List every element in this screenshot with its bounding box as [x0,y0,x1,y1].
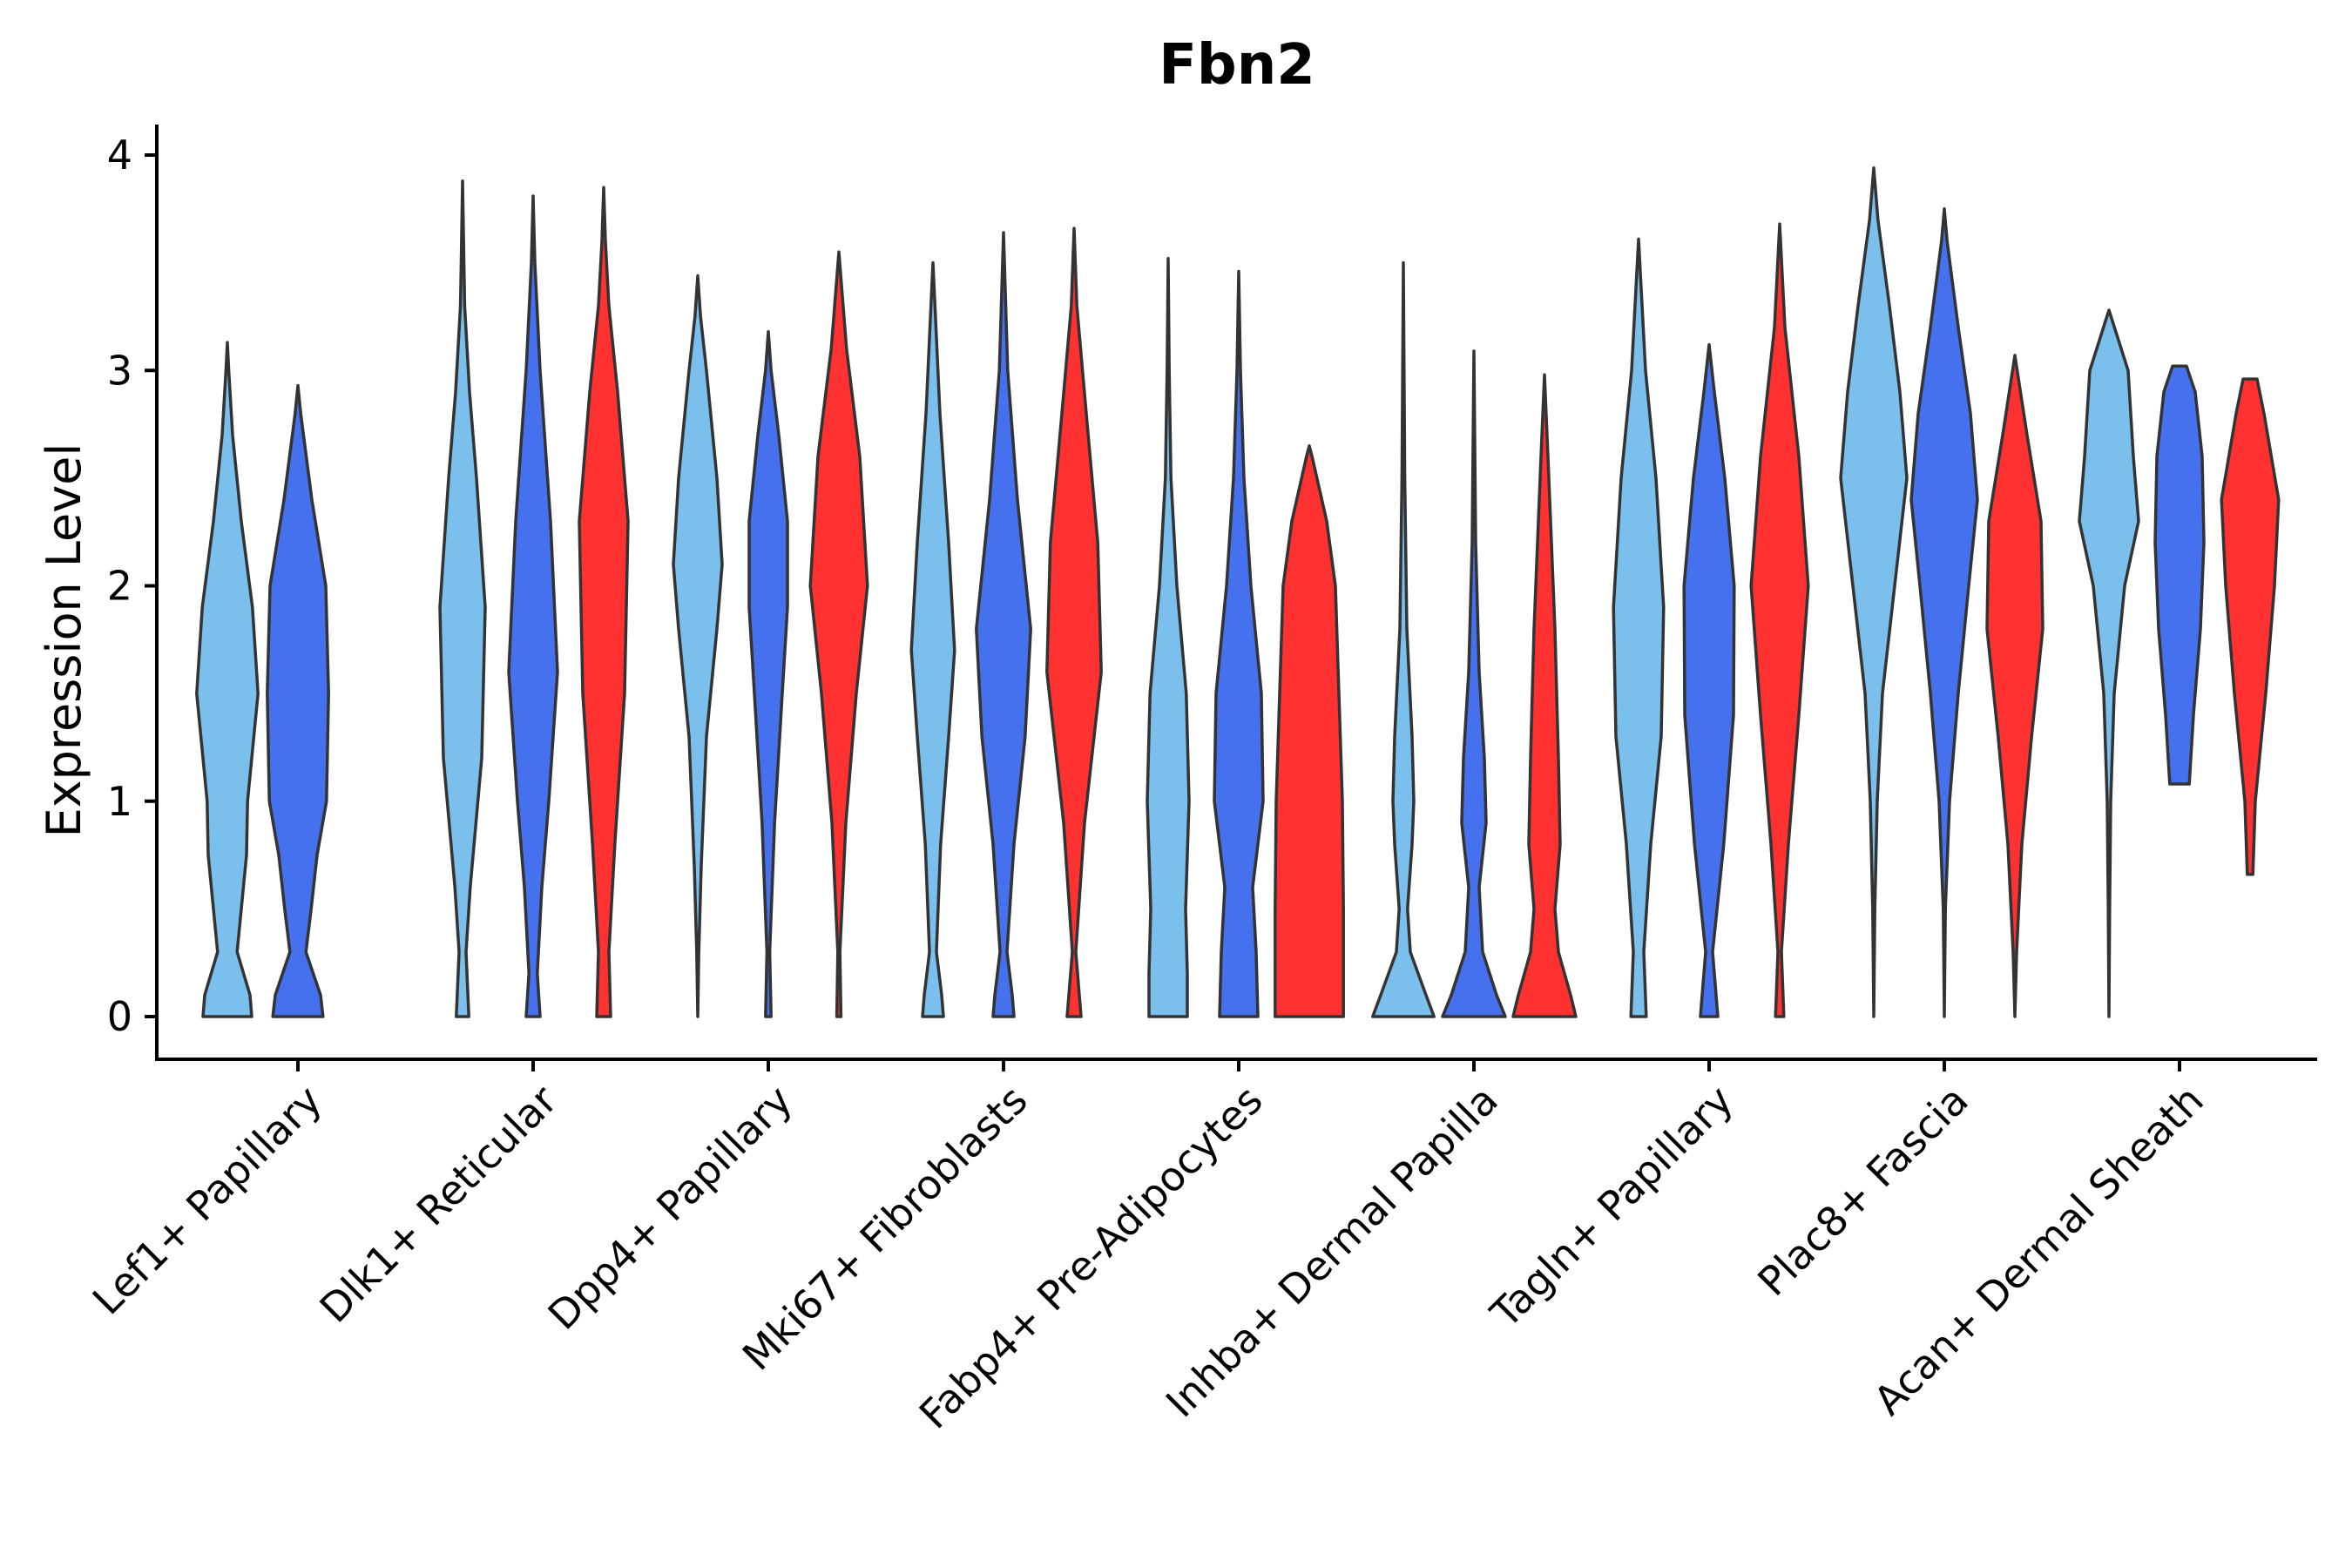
violin-2-1 [747,329,789,1018]
violin-layer [195,166,2281,1018]
x-tick-label: Dpp4+ Papillary [539,1077,801,1339]
y-tick-label: 3 [107,347,132,394]
violin-8-0 [2078,308,2140,1018]
violin-0-0 [195,341,260,1018]
violin-0-1 [266,383,330,1018]
y-tick-label: 4 [107,132,132,179]
violin-7-2 [1985,354,2044,1018]
y-tick-label: 2 [107,563,132,610]
violin-5-2 [1511,373,1578,1018]
x-tick-label: Dlk1+ Reticular [311,1077,566,1332]
y-tick-label: 1 [107,778,132,825]
violin-8-1 [2153,364,2206,786]
y-tick-label: 0 [107,993,132,1040]
violin-6-1 [1682,342,1736,1018]
violin-4-2 [1274,444,1345,1018]
x-tick-label: Lef1+ Papillary [84,1077,331,1324]
axes [155,125,2317,1061]
violin-6-2 [1749,222,1810,1018]
violin-5-1 [1441,349,1507,1018]
violin-3-0 [909,260,956,1018]
y-ticks: 0 1 2 3 4 [107,132,157,1040]
x-tick-label: Plac8+ Fascia [1748,1077,1977,1305]
y-axis-label: Expression Level [37,443,91,838]
violin-1-1 [507,194,559,1018]
chart-title: Fbn2 [1159,33,1315,98]
violin-4-1 [1213,269,1265,1018]
violin-7-0 [1839,166,1909,1018]
x-tick-label: Tagln+ Papillary [1481,1077,1742,1338]
violin-7-1 [1909,207,1979,1018]
violin-5-0 [1371,260,1436,1018]
violin-2-0 [672,274,724,1018]
violin-6-0 [1612,237,1666,1018]
violin-8-2 [2220,377,2281,876]
violin-4-0 [1146,256,1191,1018]
violin-3-2 [1045,226,1103,1018]
violin-1-0 [438,179,487,1018]
violin-2-2 [808,250,869,1018]
violin-1-2 [578,186,630,1018]
violin-3-1 [975,231,1032,1018]
